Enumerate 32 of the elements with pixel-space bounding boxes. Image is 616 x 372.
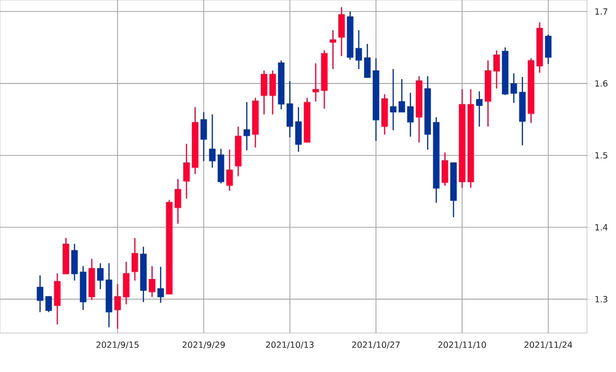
candlestick bbox=[209, 114, 216, 168]
y-tick-label: 1.6 bbox=[595, 80, 608, 87]
candlestick bbox=[200, 112, 207, 162]
candlestick bbox=[398, 78, 406, 113]
candlestick bbox=[174, 178, 182, 224]
candlestick bbox=[407, 92, 414, 138]
candlestick bbox=[114, 283, 121, 330]
candlestick bbox=[330, 30, 336, 70]
x-tick-label: 2021/9/15 bbox=[96, 342, 139, 349]
y-tick-label: 1.7 bbox=[595, 8, 608, 15]
x-tick-label: 2021/9/29 bbox=[182, 342, 225, 349]
candlestick bbox=[122, 261, 130, 305]
x-tick-label: 2021/10/13 bbox=[266, 342, 314, 349]
candlestick bbox=[442, 152, 448, 186]
candlestick bbox=[157, 266, 164, 304]
candlestick bbox=[476, 90, 483, 128]
candlestick bbox=[356, 30, 362, 70]
candlestick bbox=[226, 148, 233, 192]
y-tick-label: 1.3 bbox=[595, 296, 608, 302]
y-tick-label: 1.4 bbox=[595, 224, 608, 230]
x-tick-label: 2021/11/10 bbox=[438, 342, 486, 349]
y-tick-label: 1.5 bbox=[595, 152, 608, 158]
candlestick bbox=[510, 72, 518, 104]
candlestick bbox=[148, 266, 156, 298]
candlestick bbox=[312, 62, 319, 102]
x-tick-label: 2021/10/27 bbox=[352, 342, 400, 349]
candlestick bbox=[544, 34, 552, 65]
candlestick bbox=[390, 68, 396, 131]
candlestick bbox=[132, 237, 138, 282]
candlestick bbox=[338, 6, 345, 57]
candlestick bbox=[244, 102, 250, 151]
x-tick-label: 2021/11/24 bbox=[524, 342, 572, 349]
